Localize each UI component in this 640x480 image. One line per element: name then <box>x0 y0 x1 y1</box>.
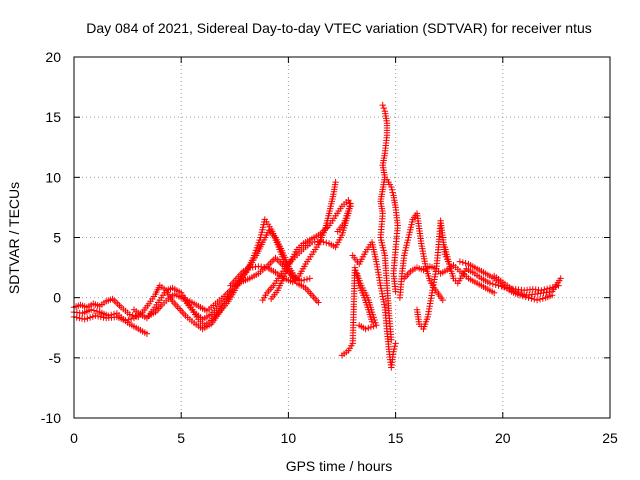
data-point <box>380 104 387 112</box>
data-point <box>531 296 538 303</box>
data-point <box>81 316 88 323</box>
data-point <box>84 315 91 322</box>
data-point <box>345 197 352 204</box>
data-point <box>533 296 541 304</box>
data-point <box>323 239 330 246</box>
data-point <box>543 285 551 292</box>
data-point <box>391 345 398 353</box>
y-tick-label: -5 <box>49 350 62 366</box>
data-point <box>92 312 99 319</box>
data-point <box>126 311 133 318</box>
data-point <box>528 295 535 302</box>
data-point <box>388 183 395 191</box>
data-point <box>317 237 324 245</box>
data-point <box>368 308 376 316</box>
data-point <box>122 317 129 324</box>
data-points <box>70 101 564 371</box>
data-series <box>441 243 562 294</box>
chart-title: Day 084 of 2021, Sidereal Day-to-day VTE… <box>86 20 592 36</box>
data-point <box>491 289 498 297</box>
y-tick-label: 5 <box>53 230 61 246</box>
data-point <box>381 301 388 308</box>
x-tick-label: 15 <box>388 430 404 446</box>
data-point <box>392 340 399 347</box>
data-point <box>379 101 386 109</box>
data-series <box>396 210 446 304</box>
data-point <box>489 280 496 288</box>
x-axis-label: GPS time / hours <box>286 458 393 474</box>
data-series <box>70 295 142 321</box>
data-point <box>536 296 544 303</box>
data-point <box>306 275 313 282</box>
data-point <box>389 189 396 196</box>
data-point <box>143 330 151 337</box>
data-point <box>86 314 94 321</box>
plot-frame <box>73 56 611 419</box>
data-point <box>315 299 322 306</box>
x-tick-label: 5 <box>177 430 185 446</box>
data-point <box>334 228 341 235</box>
data-point <box>320 238 327 246</box>
data-series <box>383 176 401 295</box>
data-point <box>300 276 308 284</box>
data-series <box>413 217 453 333</box>
data-point <box>73 314 80 321</box>
y-tick-labels: -10 -5 0 5 10 15 20 <box>41 49 61 426</box>
data-point <box>557 275 564 282</box>
data-series <box>491 272 564 299</box>
y-tick-label: -10 <box>41 410 61 426</box>
data-point <box>332 178 339 186</box>
data-point <box>486 280 494 287</box>
data-series <box>353 270 380 333</box>
data-point <box>371 316 378 324</box>
y-axis-label: SDTVAR / TECUs <box>6 182 22 294</box>
data-series <box>182 216 322 329</box>
data-point <box>388 186 396 193</box>
data-point <box>391 343 399 350</box>
data-point <box>379 293 386 300</box>
data-point <box>539 295 546 302</box>
y-tick-label: 20 <box>45 49 61 65</box>
x-tick-label: 10 <box>281 430 297 446</box>
x-tick-label: 20 <box>495 430 511 446</box>
y-tick-label: 15 <box>45 109 61 125</box>
data-point <box>347 203 354 210</box>
data-series <box>268 197 354 303</box>
data-point <box>78 315 86 322</box>
x-tick-label: 0 <box>70 430 78 446</box>
data-series <box>349 239 399 371</box>
x-tick-label: 25 <box>602 430 618 446</box>
data-point <box>346 200 353 207</box>
data-point <box>370 323 377 330</box>
data-point <box>129 312 136 319</box>
data-point <box>90 307 98 314</box>
data-point <box>377 285 385 292</box>
data-point <box>546 284 554 292</box>
data-series <box>377 101 395 343</box>
axis-ticks <box>73 56 611 419</box>
data-point <box>93 308 101 315</box>
data-point <box>94 313 102 320</box>
data-point <box>373 322 380 329</box>
x-tick-labels: 0 5 10 15 20 25 <box>70 430 618 446</box>
data-point <box>390 348 397 355</box>
data-point <box>356 322 363 329</box>
data-point <box>303 276 311 283</box>
data-point <box>439 296 446 304</box>
data-point <box>125 316 132 323</box>
y-tick-label: 10 <box>45 169 61 185</box>
data-point <box>388 336 395 343</box>
data-point <box>462 260 469 267</box>
y-tick-label: 0 <box>53 290 61 306</box>
data-point <box>97 313 104 321</box>
data-point <box>392 288 399 295</box>
data-point <box>128 315 135 323</box>
data-point <box>492 281 499 288</box>
data-point <box>456 258 464 265</box>
data-point <box>459 259 466 266</box>
